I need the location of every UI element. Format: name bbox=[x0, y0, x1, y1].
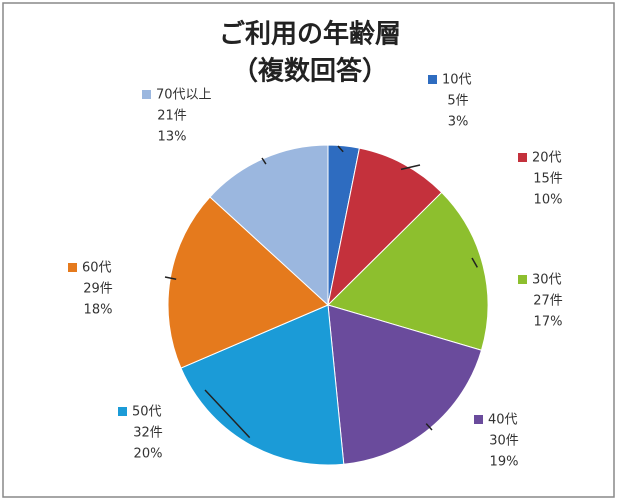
marker bbox=[428, 75, 437, 84]
category-label: 30代 bbox=[532, 273, 562, 288]
marker bbox=[518, 275, 527, 284]
marker bbox=[474, 415, 483, 424]
slice bbox=[327, 191, 489, 351]
category-label: 20代 bbox=[532, 151, 562, 166]
slice bbox=[209, 144, 329, 307]
category-label: 70代以上 bbox=[156, 88, 212, 103]
leader-line bbox=[471, 257, 478, 268]
chart-title: ご利用の年齢層 bbox=[219, 19, 401, 50]
slice bbox=[327, 147, 443, 307]
slice bbox=[180, 304, 345, 466]
value-label: 15件 bbox=[533, 172, 563, 187]
value-label: 29件 bbox=[83, 282, 113, 297]
marker bbox=[118, 407, 127, 416]
category-label: 60代 bbox=[82, 261, 112, 276]
percent-label: 19% bbox=[490, 455, 519, 470]
value-label: 27件 bbox=[533, 294, 563, 309]
leader-line bbox=[337, 145, 344, 153]
chart-subtitle: （複数回答） bbox=[232, 56, 388, 87]
category-label: 40代 bbox=[488, 413, 518, 428]
value-label: 30件 bbox=[489, 434, 519, 449]
category-label: 10代 bbox=[442, 73, 472, 88]
value-label: 32件 bbox=[133, 426, 163, 441]
percent-label: 10% bbox=[534, 193, 563, 208]
category-label: 50代 bbox=[132, 405, 162, 420]
marker bbox=[518, 153, 527, 162]
marker bbox=[68, 263, 77, 272]
value-label: 5件 bbox=[447, 94, 468, 109]
marker bbox=[142, 90, 151, 99]
percent-label: 20% bbox=[134, 447, 163, 462]
value-label: 21件 bbox=[157, 109, 187, 124]
leader-line bbox=[400, 164, 421, 171]
leader-line bbox=[425, 423, 433, 431]
leader-line bbox=[204, 389, 251, 439]
percent-label: 17% bbox=[534, 315, 563, 330]
percent-label: 18% bbox=[84, 303, 113, 318]
leader-line bbox=[261, 157, 267, 165]
percent-label: 3% bbox=[448, 115, 469, 130]
percent-label: 13% bbox=[158, 130, 187, 145]
leader-line bbox=[164, 276, 177, 280]
